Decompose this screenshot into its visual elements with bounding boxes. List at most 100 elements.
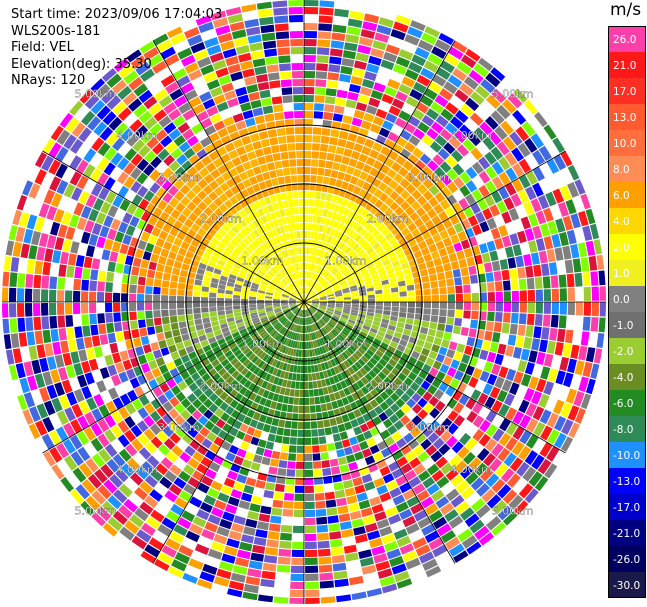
- velocity-gate: [294, 239, 298, 247]
- velocity-gate: [248, 353, 256, 361]
- velocity-gate: [137, 276, 146, 286]
- velocity-gate: [508, 494, 524, 510]
- colorbar-tick-label: -10.0: [613, 450, 640, 462]
- velocity-gate: [330, 129, 340, 138]
- velocity-gate: [296, 341, 300, 349]
- velocity-gate: [422, 282, 431, 289]
- velocity-gate: [84, 372, 95, 385]
- velocity-gate: [248, 373, 257, 382]
- velocity-gate: [158, 339, 167, 349]
- velocity-gate: [308, 308, 314, 315]
- velocity-gate: [402, 550, 418, 563]
- velocity-gate: [314, 248, 318, 256]
- velocity-gate: [193, 302, 201, 308]
- velocity-gate: [218, 367, 227, 377]
- velocity-gate: [215, 350, 224, 359]
- velocity-gate: [213, 329, 222, 336]
- velocity-gate: [295, 461, 304, 469]
- velocity-gate: [31, 230, 41, 246]
- velocity-gate: [417, 121, 430, 134]
- velocity-gate: [214, 408, 225, 418]
- velocity-gate: [472, 415, 485, 428]
- velocity-gate: [246, 325, 255, 331]
- velocity-gate: [209, 212, 219, 222]
- velocity-gate: [144, 544, 160, 558]
- velocity-gate: [265, 303, 273, 307]
- velocity-gate: [414, 313, 423, 321]
- velocity-gate: [357, 44, 372, 55]
- velocity-gate: [226, 258, 235, 266]
- velocity-gate: [85, 458, 99, 473]
- velocity-gate: [228, 444, 239, 455]
- velocity-gate: [279, 71, 292, 80]
- velocity-gate: [309, 247, 313, 255]
- velocity-gate: [306, 341, 309, 349]
- velocity-gate: [305, 541, 317, 549]
- velocity-gate: [227, 242, 236, 251]
- velocity-gate: [97, 484, 112, 500]
- velocity-gate: [128, 293, 137, 302]
- velocity-gate: [486, 240, 496, 252]
- velocity-gate: [291, 306, 298, 312]
- velocity-gate: [392, 449, 404, 461]
- velocity-gate: [153, 349, 163, 359]
- velocity-gate: [288, 396, 294, 405]
- velocity-gate: [574, 360, 585, 376]
- velocity-gate: [524, 450, 538, 466]
- velocity-gate: [221, 171, 232, 182]
- velocity-gate: [417, 516, 432, 529]
- velocity-gate: [300, 373, 304, 381]
- velocity-gate: [465, 471, 479, 485]
- velocity-gate: [250, 99, 262, 109]
- velocity-gate: [481, 252, 491, 263]
- velocity-gate: [403, 432, 415, 444]
- velocity-gate: [152, 142, 165, 155]
- velocity-gate: [8, 287, 17, 302]
- velocity-gate: [503, 452, 517, 467]
- velocity-gate: [309, 307, 316, 313]
- velocity-gate: [453, 222, 464, 234]
- velocity-gate: [130, 153, 143, 167]
- velocity-gate: [297, 288, 302, 295]
- velocity-gate: [423, 295, 431, 302]
- velocity-gate: [265, 298, 273, 301]
- velocity-gate: [509, 323, 518, 335]
- velocity-gate: [181, 207, 192, 218]
- velocity-gate: [428, 419, 440, 431]
- velocity-gate: [341, 341, 349, 349]
- velocity-gate: [287, 339, 292, 347]
- velocity-gate: [366, 437, 377, 447]
- velocity-gate: [102, 522, 118, 537]
- velocity-gate: [289, 296, 297, 300]
- velocity-gate: [322, 176, 330, 185]
- azimuth-line: [303, 40, 456, 303]
- velocity-gate: [284, 310, 291, 315]
- velocity-gate: [295, 308, 300, 315]
- velocity-gate: [316, 288, 324, 294]
- velocity-gate: [380, 342, 389, 350]
- velocity-gate: [286, 135, 295, 143]
- velocity-gate: [387, 272, 396, 279]
- velocity-gate: [364, 373, 373, 382]
- velocity-gate: [422, 426, 434, 438]
- velocity-gate: [264, 323, 272, 330]
- velocity-gate: [129, 311, 137, 321]
- velocity-gate: [317, 309, 325, 314]
- velocity-gate: [233, 37, 249, 47]
- velocity-gate: [266, 290, 274, 294]
- velocity-gate: [256, 326, 264, 332]
- velocity-gate: [435, 330, 444, 339]
- velocity-gate: [308, 373, 313, 381]
- velocity-gate: [387, 222, 397, 232]
- velocity-gate: [319, 306, 326, 311]
- velocity-gate: [438, 382, 449, 393]
- velocity-gate: [336, 251, 344, 259]
- velocity-gate: [153, 310, 161, 318]
- velocity-gate: [200, 137, 212, 148]
- velocity-gate: [555, 218, 566, 233]
- velocity-gate: [304, 381, 309, 390]
- velocity-gate: [287, 143, 296, 151]
- velocity-gate: [491, 443, 504, 457]
- velocity-gate: [317, 276, 323, 283]
- velocity-gate: [78, 190, 90, 205]
